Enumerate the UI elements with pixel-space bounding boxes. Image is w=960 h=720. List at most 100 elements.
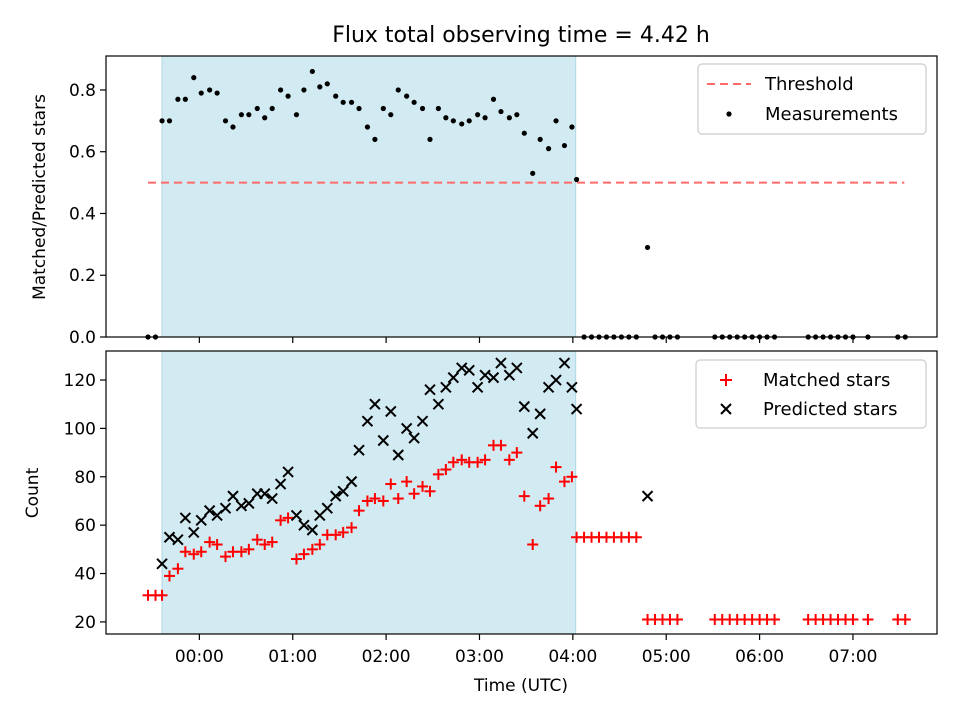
predicted-star-point [290, 509, 303, 522]
measurements-legend-swatch [726, 111, 732, 117]
measurement-point [537, 136, 543, 142]
y-tick-label: 60 [74, 516, 96, 536]
measurement-point [175, 96, 181, 102]
measurement-point [490, 96, 497, 102]
matched-star-point [385, 478, 397, 490]
bottom-shaded-span [161, 350, 577, 635]
matched-star-point [251, 534, 263, 546]
y-tick-label: 120 [64, 371, 96, 391]
matched-star-point [353, 505, 365, 517]
measurement-point [443, 115, 449, 121]
bottom-plot-frame [105, 350, 938, 635]
matched-star-point [163, 570, 175, 582]
measurement-point [545, 146, 552, 152]
matched-star-point [282, 512, 294, 524]
predicted-star-point [440, 381, 452, 393]
x-tick-label: 04:00 [548, 647, 597, 667]
matched-star-point [534, 500, 546, 512]
predicted-star-point [511, 362, 523, 374]
x-tick-label: 05:00 [642, 647, 691, 667]
predicted-star-point [259, 488, 271, 500]
predicted-star-point [518, 400, 531, 413]
y-tick-label: 0.4 [69, 204, 96, 224]
matched-star-point [298, 548, 310, 560]
bottom-legend-box [695, 359, 927, 429]
predicted-legend-swatch [720, 403, 732, 415]
predicted-star-point [526, 427, 539, 439]
predicted-star-point [227, 490, 239, 502]
matched-star-point [440, 464, 452, 476]
predicted-star-point [558, 357, 571, 369]
bottom-y-axis-label: Count [23, 467, 43, 518]
measurement-point [324, 81, 330, 87]
predicted-star-point [329, 490, 342, 502]
threshold-legend-label: Threshold [764, 74, 854, 95]
measurement-point [411, 99, 417, 105]
matched-star-point [314, 539, 326, 551]
measurement-point [191, 75, 197, 81]
matched-star-point [456, 454, 468, 466]
measurement-point [435, 105, 441, 112]
matched-star-point [195, 546, 207, 558]
predicted-star-point [235, 500, 248, 512]
predicted-star-point [337, 485, 349, 497]
matched-star-point [769, 613, 781, 625]
matched-star-point [527, 539, 539, 551]
measurements-legend-label: Measurements [765, 104, 898, 125]
top-x-ticks [198, 337, 854, 343]
measurement-point [466, 118, 472, 124]
matched-star-point [346, 522, 358, 534]
y-tick-label: 80 [74, 468, 96, 488]
top-plot-frame [105, 55, 938, 338]
measurement-point [553, 118, 559, 124]
x-tick-label: 02:00 [362, 647, 411, 667]
measurement-point [514, 112, 520, 118]
matched-star-point [432, 468, 444, 480]
matched-star-point [899, 613, 911, 625]
measurement-point [364, 124, 371, 130]
measurement-point [166, 118, 173, 124]
matched-star-point [550, 461, 562, 473]
matched-star-point [566, 471, 578, 483]
measurement-point [262, 115, 268, 121]
matched-star-point [479, 454, 491, 466]
measurement-point [214, 90, 220, 96]
measurement-point [317, 84, 323, 90]
matched-star-point [495, 439, 507, 451]
matched-star-point [330, 529, 342, 541]
measurement-point [372, 136, 378, 142]
predicted-star-point [188, 526, 200, 539]
matched-star-point [235, 546, 247, 558]
matched-star-point [361, 495, 373, 507]
predicted-star-point [179, 512, 192, 524]
measurement-point [159, 118, 165, 124]
matched-star-point [511, 447, 523, 459]
top-legend-box [697, 63, 927, 135]
matched-star-point [179, 546, 191, 558]
matched-star-point [337, 526, 349, 538]
y-tick-label: 100 [64, 419, 96, 439]
x-tick-label: 00:00 [175, 647, 224, 667]
measurement-point [198, 90, 204, 96]
matched-star-point [211, 539, 223, 551]
measurement-point [530, 170, 536, 176]
predicted-star-point [361, 415, 374, 427]
predicted-star-point [203, 504, 216, 517]
matched-star-point [266, 536, 278, 548]
predicted-star-point [408, 432, 420, 444]
predicted-star-point [463, 364, 475, 377]
measurement-point [293, 112, 300, 118]
matched-star-point [862, 613, 874, 625]
measurement-point [521, 130, 527, 136]
matched-star-point [401, 476, 413, 488]
x-axis-label: Time (UTC) [473, 676, 568, 696]
measurement-point [561, 142, 568, 149]
matched-star-point [156, 589, 168, 601]
measurement-point [644, 244, 651, 251]
predicted-star-point [377, 434, 390, 447]
predicted-star-point [321, 502, 333, 514]
matched-star-point [188, 548, 200, 560]
y-tick-label: 40 [74, 565, 96, 585]
matched-star-point [275, 514, 287, 526]
y-tick-label: 0.6 [69, 143, 96, 163]
